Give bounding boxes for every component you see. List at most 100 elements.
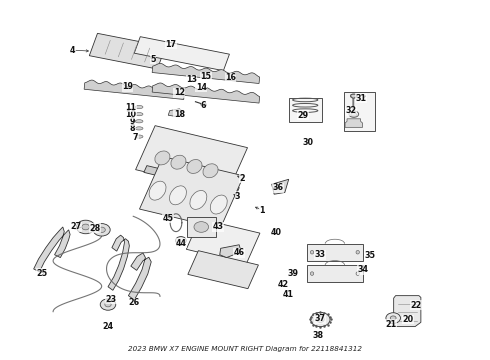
Ellipse shape [310, 251, 314, 254]
Ellipse shape [356, 251, 359, 254]
Text: 14: 14 [196, 83, 207, 92]
Polygon shape [108, 235, 129, 290]
Polygon shape [140, 157, 244, 228]
Ellipse shape [386, 313, 400, 323]
Polygon shape [34, 227, 70, 272]
Ellipse shape [135, 135, 143, 138]
Text: 30: 30 [303, 138, 314, 147]
Ellipse shape [98, 227, 105, 233]
Text: 39: 39 [287, 269, 298, 278]
Text: 23: 23 [106, 295, 117, 304]
Text: 27: 27 [71, 222, 81, 231]
Polygon shape [89, 33, 166, 69]
Text: 11: 11 [125, 103, 136, 112]
Polygon shape [345, 119, 363, 127]
Text: 42: 42 [277, 280, 289, 289]
Text: 4: 4 [70, 46, 75, 55]
Text: 41: 41 [282, 290, 293, 299]
Text: 29: 29 [298, 111, 309, 120]
FancyBboxPatch shape [289, 98, 322, 122]
Text: 19: 19 [122, 82, 133, 91]
Text: 20: 20 [402, 315, 414, 324]
Text: 10: 10 [125, 110, 136, 119]
Ellipse shape [155, 151, 170, 165]
Polygon shape [186, 219, 260, 264]
Ellipse shape [175, 237, 186, 244]
Ellipse shape [210, 195, 227, 214]
Text: 15: 15 [200, 72, 212, 81]
Text: 16: 16 [225, 73, 236, 82]
Text: 46: 46 [234, 248, 245, 257]
Ellipse shape [187, 159, 202, 174]
Ellipse shape [311, 312, 330, 327]
Ellipse shape [82, 224, 90, 230]
Ellipse shape [203, 164, 218, 178]
Ellipse shape [135, 120, 143, 123]
Text: 45: 45 [163, 214, 174, 223]
Polygon shape [168, 109, 184, 117]
Text: 28: 28 [90, 224, 101, 233]
Ellipse shape [201, 103, 207, 106]
Ellipse shape [310, 272, 314, 275]
Text: 34: 34 [357, 265, 368, 274]
Text: 13: 13 [186, 75, 197, 84]
Polygon shape [393, 296, 421, 327]
Text: 8: 8 [129, 124, 135, 133]
Text: 44: 44 [175, 239, 186, 248]
Text: 35: 35 [365, 251, 376, 260]
Text: 5: 5 [150, 54, 155, 63]
Polygon shape [136, 126, 247, 192]
Polygon shape [188, 251, 258, 289]
Ellipse shape [171, 155, 186, 169]
Text: 1: 1 [259, 206, 265, 215]
Text: 17: 17 [166, 40, 177, 49]
Text: 43: 43 [213, 222, 224, 231]
Text: 22: 22 [411, 301, 421, 310]
Ellipse shape [190, 190, 207, 210]
Ellipse shape [105, 302, 111, 307]
Text: 21: 21 [385, 320, 396, 329]
FancyBboxPatch shape [307, 244, 363, 261]
FancyBboxPatch shape [307, 265, 363, 282]
Text: 3: 3 [235, 192, 241, 201]
Text: 25: 25 [36, 269, 48, 278]
Ellipse shape [135, 105, 143, 109]
Text: 24: 24 [102, 322, 114, 331]
FancyBboxPatch shape [343, 93, 375, 131]
Text: 36: 36 [272, 183, 284, 192]
Ellipse shape [135, 113, 143, 116]
Polygon shape [220, 245, 241, 257]
Text: 38: 38 [312, 331, 323, 340]
Polygon shape [152, 83, 260, 103]
Text: 2: 2 [240, 174, 245, 183]
Ellipse shape [317, 317, 324, 322]
Ellipse shape [170, 186, 186, 205]
Ellipse shape [194, 222, 209, 232]
Polygon shape [272, 179, 289, 194]
Ellipse shape [93, 224, 110, 236]
Text: 37: 37 [315, 314, 326, 323]
Text: 40: 40 [271, 228, 282, 237]
Text: 26: 26 [129, 298, 140, 307]
Polygon shape [84, 80, 184, 99]
Ellipse shape [149, 181, 166, 200]
Text: 2023 BMW X7 ENGINE MOUNT RIGHT Diagram for 22118841312: 2023 BMW X7 ENGINE MOUNT RIGHT Diagram f… [128, 346, 362, 351]
Text: 18: 18 [174, 110, 185, 119]
Polygon shape [134, 37, 229, 71]
Ellipse shape [76, 220, 95, 234]
Ellipse shape [100, 299, 116, 310]
Ellipse shape [135, 127, 143, 130]
Text: 33: 33 [315, 250, 326, 259]
Polygon shape [128, 253, 151, 300]
FancyBboxPatch shape [187, 217, 216, 237]
Polygon shape [351, 95, 357, 116]
Polygon shape [152, 63, 260, 84]
Text: 7: 7 [133, 133, 139, 142]
Text: 32: 32 [345, 106, 356, 115]
Ellipse shape [356, 272, 359, 275]
Text: 9: 9 [129, 117, 135, 126]
Text: 12: 12 [174, 88, 185, 97]
Ellipse shape [390, 316, 396, 320]
Polygon shape [144, 166, 239, 194]
Text: 31: 31 [355, 94, 366, 103]
